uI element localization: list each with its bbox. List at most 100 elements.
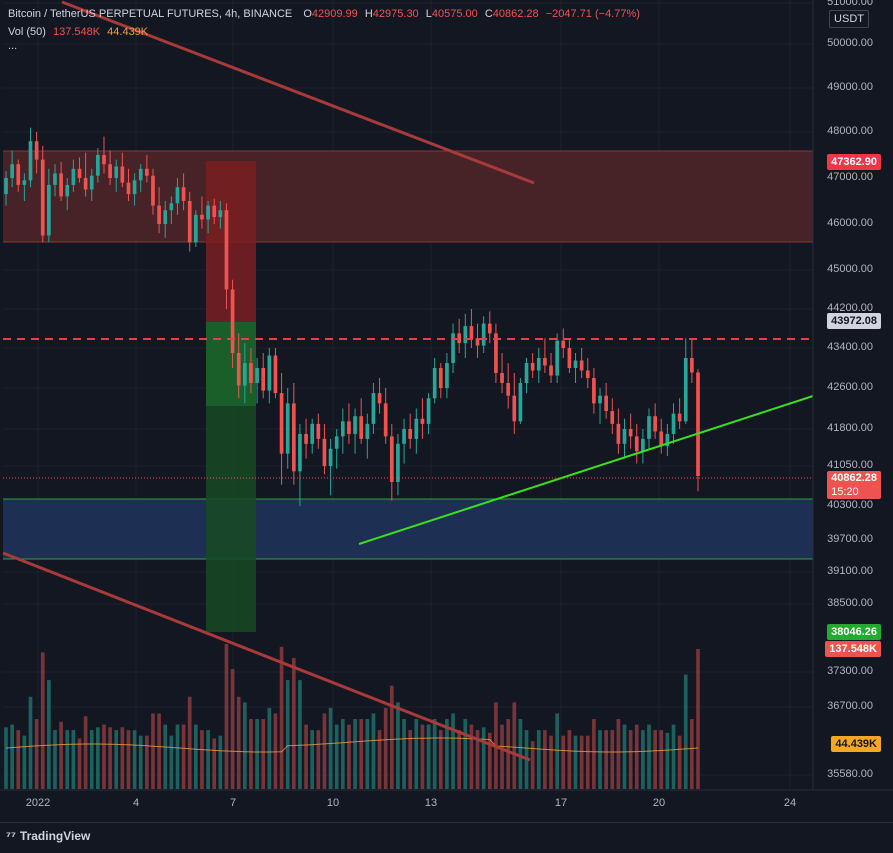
candle-body [494,333,498,373]
candle-body [445,363,449,388]
volume-bar [114,730,119,789]
price-tick: 40300.00 [827,499,873,511]
candle-body [22,180,27,185]
candle-body [414,418,419,439]
candle-body [304,433,308,444]
candle-body [96,155,100,176]
candle-body [279,393,284,454]
candle-body [536,358,541,371]
volume-bar [236,696,241,789]
candle-body [16,164,21,185]
volume-bar [304,724,308,789]
volume-bar [10,724,14,789]
candle-body [138,168,143,181]
candle-body [622,429,627,444]
candle-body [683,358,688,422]
volume-bar [598,730,602,789]
volume-bar [169,735,174,789]
volume-bar [298,680,302,789]
candle-body [340,421,345,437]
green-trendline[interactable] [358,395,814,545]
price-tick: 44200.00 [827,302,873,314]
last-price-value: 40862.28 [831,472,877,484]
candle-body [120,166,125,183]
volume-bar [328,707,333,789]
open-value: 42909.99 [311,8,358,20]
low-value: 40575.00 [431,8,478,20]
volume-bar [396,702,400,789]
volume-bar [267,707,272,789]
volume-bar [16,730,21,789]
volume-bar [132,730,137,789]
volume-bar [653,730,657,789]
volume-bar [83,716,88,789]
candle-body [47,184,51,236]
candle-body [267,355,272,391]
candle-body [212,205,217,218]
volume-bar [4,727,8,789]
candle-body [242,363,247,386]
resistance-zone[interactable] [3,151,813,242]
time-tick: 17 [554,797,568,809]
candle-body [157,205,161,224]
volume-bar [96,727,100,789]
candle-body [371,393,376,424]
red-trendline-lower[interactable] [2,551,531,762]
currency-badge[interactable]: USDT [829,10,869,28]
volume-legend: Vol (50) 137.548K 44.439K [8,26,152,38]
high-value: 42975.30 [372,8,419,20]
candle-body [604,395,608,412]
candle-body [34,141,39,160]
volume-bar [371,713,376,789]
candle-body [255,368,259,383]
symbol-title[interactable]: Bitcoin / TetherUS PERPETUAL FUTURES, 4h… [8,8,293,20]
volume-bar [347,724,351,789]
volume-bar [543,730,547,789]
volume-bar [457,730,462,789]
candle-body [426,398,431,424]
candle-body [194,214,198,243]
volume-bar [549,735,553,789]
tradingview-logo[interactable]: ⁷⁷ TradingView [6,829,90,843]
volume-bar [573,735,578,789]
candle-body [347,421,351,434]
candle-body [218,210,223,218]
more-button[interactable]: ... [8,40,18,52]
volume-bar [77,738,82,789]
volume-bar [187,696,192,789]
volume-ma-line [5,737,699,753]
volume-bar [230,669,235,789]
volume-price-label: 137.548K [825,641,881,657]
tradingview-logo-icon: ⁷⁷ [6,829,16,843]
price-tick: 36700.00 [827,700,873,712]
volume-bar [151,713,155,789]
candle-body [236,353,241,386]
volume-bar [377,730,382,789]
volume-bar [647,724,651,789]
volume-bar [518,719,523,789]
candle-body [696,372,700,477]
candle-body [506,383,510,396]
volume-bar [383,707,388,789]
candle-body [598,395,602,404]
chart-legend: Bitcoin / TetherUS PERPETUAL FUTURES, 4h… [8,8,644,20]
candle-body [451,333,455,363]
candle-body [10,164,14,178]
candle-body [187,201,192,243]
candle-body [518,383,523,422]
candle-body [224,210,229,290]
red-trendline-upper[interactable] [61,0,535,185]
low-label: L [425,8,432,20]
candle-body [457,333,462,344]
candle-body [616,423,621,444]
volume-bar [334,724,339,789]
candle-body [77,168,82,178]
candle-body [285,403,290,454]
volume-bar [40,652,45,789]
volume-bar [536,730,541,789]
volume-label[interactable]: Vol (50) [8,26,46,38]
candle-body [114,166,119,178]
volume-bar [65,730,70,789]
volume-bar [402,719,406,789]
